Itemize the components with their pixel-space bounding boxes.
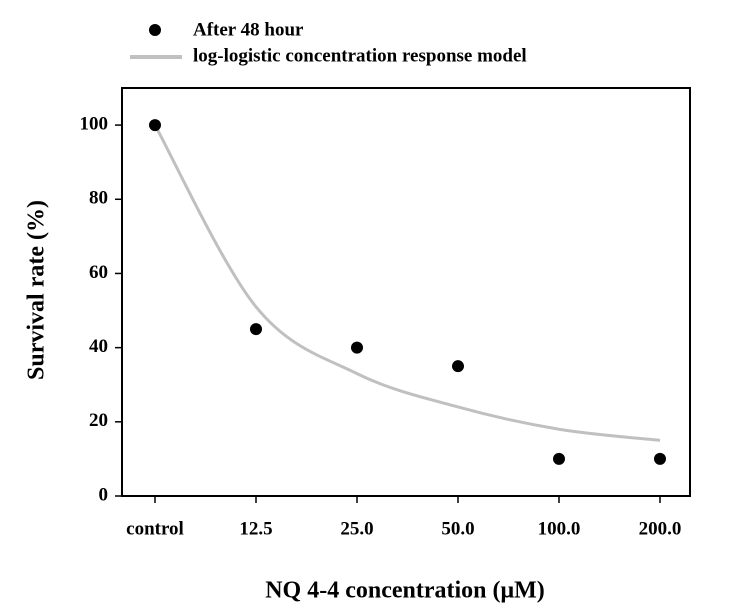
y-tick-label: 80	[89, 188, 108, 209]
plot-frame	[121, 87, 691, 497]
x-tick-label: 25.0	[340, 518, 373, 539]
data-point	[250, 323, 262, 336]
y-tick-label: 40	[89, 336, 108, 357]
x-tick-label: 200.0	[639, 518, 682, 539]
y-tick-label: 60	[89, 262, 108, 283]
legend-label: After 48 hour	[193, 19, 304, 40]
y-tick-label: 100	[80, 113, 109, 134]
y-axis-label: Survival rate (%)	[24, 200, 50, 380]
legend-label: log-logistic concentration response mode…	[193, 45, 527, 66]
legend-marker	[149, 24, 161, 36]
model-curve	[153, 124, 661, 442]
x-tick-label: control	[126, 518, 184, 539]
x-tick-label: 50.0	[441, 518, 474, 539]
x-tick-label: 100.0	[538, 518, 581, 539]
x-axis-label: NQ 4-4 concentration (μM)	[265, 578, 545, 604]
data-point	[149, 119, 161, 132]
data-point	[654, 452, 666, 465]
data-point	[452, 360, 464, 373]
data-point	[553, 452, 565, 465]
y-tick-label: 20	[89, 410, 108, 431]
data-point	[351, 341, 363, 354]
y-tick-label: 0	[99, 484, 109, 505]
x-tick-label: 12.5	[239, 518, 272, 539]
